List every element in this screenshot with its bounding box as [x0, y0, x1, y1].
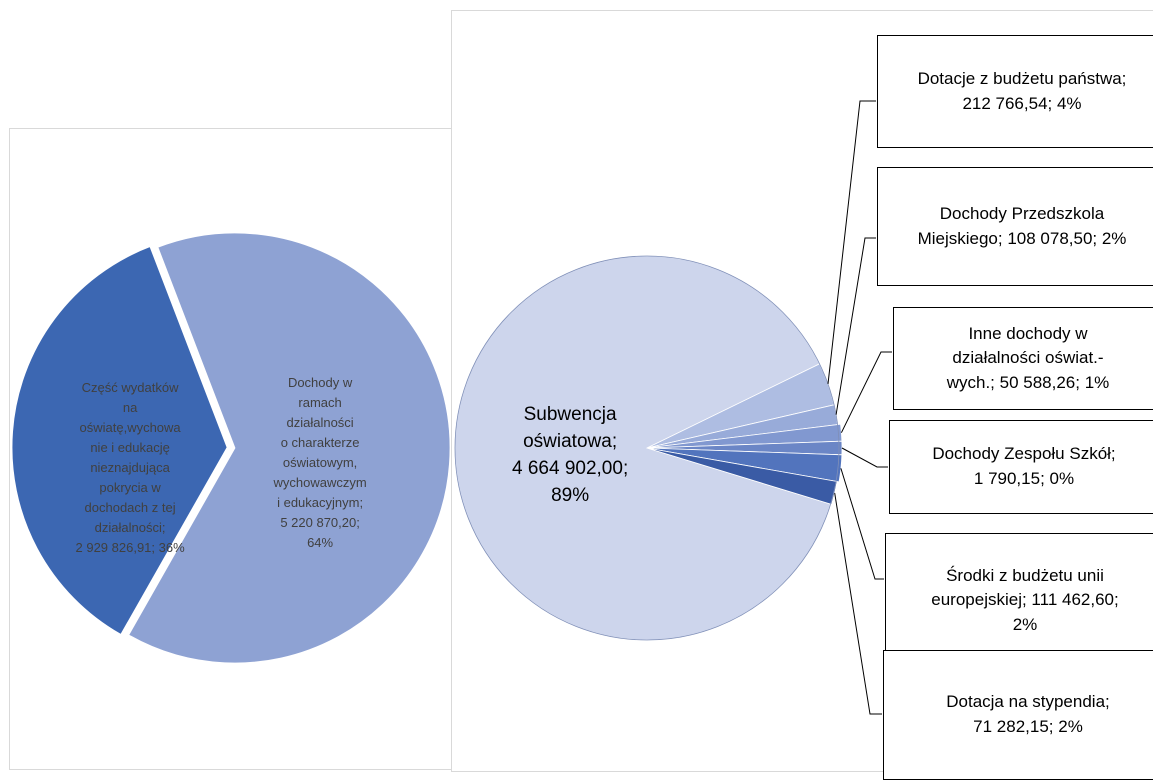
right-pie-label-1-line-3: 4 664 902,00;	[512, 458, 629, 479]
right-pie-label-2-text: Dotacje z budżetu państwa; 212 766,54; 4%	[918, 67, 1127, 116]
right-pie-label-7-text: Dotacja na stypendia; 71 282,15; 2%	[946, 690, 1110, 739]
left-pie-label-2-line-9: 2 929 826,91; 36%	[75, 540, 185, 555]
right-pie-label-7-line-2: 71 282,15; 2%	[973, 717, 1083, 736]
left-pie-label-2-line-2: na	[122, 400, 138, 415]
right-pie-label-1: Subwencja oświatowa; 4 664 902,00; 89%	[512, 401, 628, 509]
left-pie-slice-2	[11, 246, 228, 635]
right-pie-label-5: Dochody Zespołu Szkół; 1 790,15; 0%	[889, 420, 1153, 514]
right-pie-label-1-line-1: Subwencja	[523, 404, 617, 425]
left-pie-label-1-line-5: oświatowym,	[282, 455, 358, 470]
right-pie-label-2-line-1: Dotacje z budżetu państwa;	[917, 68, 1127, 88]
left-pie-label-2: Część wydatków na oświatę,wychowa nie i edu…	[76, 378, 185, 558]
right-pie-label-3-text: Dochody Przedszkola Miejskiego; 108 078,5…	[918, 202, 1127, 251]
left-pie-label-1-line-3: działalności	[286, 415, 354, 430]
right-pie-leader-4	[840, 351, 892, 433]
left-pie-label-2-line-3: oświatę,wychowa	[79, 420, 181, 435]
right-pie-label-6-line-1: Środki z budżetu unii	[946, 565, 1104, 585]
right-pie-label-7: Dotacja na stypendia; 71 282,15; 2%	[883, 650, 1153, 780]
left-pie-label-2-line-5: nieznajdująca	[90, 460, 170, 475]
right-pie-label-5-line-2: 1 790,15; 0%	[973, 469, 1075, 488]
left-pie-label-1: Dochody w ramach działalności o charakterze…	[274, 373, 367, 553]
left-pie-slice-1	[128, 232, 451, 664]
right-pie-label-2-line-2: 212 766,54; 4%	[962, 93, 1082, 113]
pie-charts-svg	[11, 100, 892, 715]
left-pie-label-2-line-8: działalności;	[94, 520, 166, 535]
right-pie-leader-7	[834, 493, 882, 715]
right-pie-label-3: Dochody Przedszkola Miejskiego; 108 078,5…	[877, 167, 1153, 286]
right-pie-outline	[454, 255, 840, 641]
left-pie-label-2-line-6: pokrycia w	[99, 480, 161, 495]
right-pie-leader-2	[827, 100, 876, 384]
left-pie-label-1-line-2: ramach	[298, 395, 342, 410]
right-pie-label-4-text: Inne dochody w działalności oświat.- wych.…	[947, 322, 1110, 396]
right-pie-label-3-line-1: Dochody Przedszkola	[939, 203, 1105, 223]
left-pie-label-1-line-1: Dochody w	[287, 375, 353, 390]
right-pie-label-4-line-3: wych.; 50 588,26; 1%	[946, 372, 1110, 392]
right-pie-label-4-line-2: działalności oświat.-	[952, 348, 1104, 368]
left-pie-label-1-line-7: i edukacyjnym;	[277, 495, 364, 510]
right-pie-label-7-line-1: Dotacja na stypendia;	[946, 692, 1110, 712]
right-pie-label-6: Środki z budżetu unii europejskiej; 111 4…	[885, 533, 1153, 668]
right-pie-leader-5	[841, 447, 888, 468]
right-pie-label-1-line-2: oświatowa;	[523, 431, 618, 452]
charts-canvas: Dochody w ramach działalności o charakterze…	[9, 10, 1153, 780]
right-pie-label-4: Inne dochody w działalności oświat.- wych.…	[893, 307, 1153, 410]
right-pie-label-6-line-3: 2%	[1012, 614, 1038, 634]
right-pie-leader-3	[835, 237, 876, 415]
right-pie-label-4-line-1: Inne dochody w	[968, 323, 1088, 343]
left-pie-label-2-line-7: dochodach z tej	[84, 500, 176, 515]
right-pie-label-5-line-1: Dochody Zespołu Szkół;	[932, 444, 1116, 464]
right-pie-label-6-text: Środki z budżetu unii europejskiej; 111 4…	[931, 564, 1118, 638]
right-pie-label-3-line-2: Miejskiego; 108 078,50; 2%	[917, 228, 1127, 248]
right-pie-label-1-line-4: 89%	[551, 485, 590, 506]
right-pie-label-5-text: Dochody Zespołu Szkół; 1 790,15; 0%	[932, 442, 1115, 491]
right-pie-label-6-line-2: europejskiej; 111 462,60;	[931, 590, 1119, 610]
right-pie-label-2: Dotacje z budżetu państwa; 212 766,54; 4%	[877, 35, 1153, 148]
left-pie-label-1-line-4: o charakterze	[280, 435, 360, 450]
left-pie-label-2-line-1: Część wydatków	[81, 380, 179, 395]
left-pie-label-1-line-6: wychowawczym	[273, 475, 367, 490]
left-pie-label-1-line-9: 64%	[307, 535, 334, 550]
left-pie-label-1-line-8: 5 220 870,20;	[280, 515, 360, 530]
right-pie-leader-6	[840, 468, 884, 580]
left-pie-label-2-line-4: nie i edukację	[90, 440, 170, 455]
right-pie-slice-7	[646, 447, 838, 505]
